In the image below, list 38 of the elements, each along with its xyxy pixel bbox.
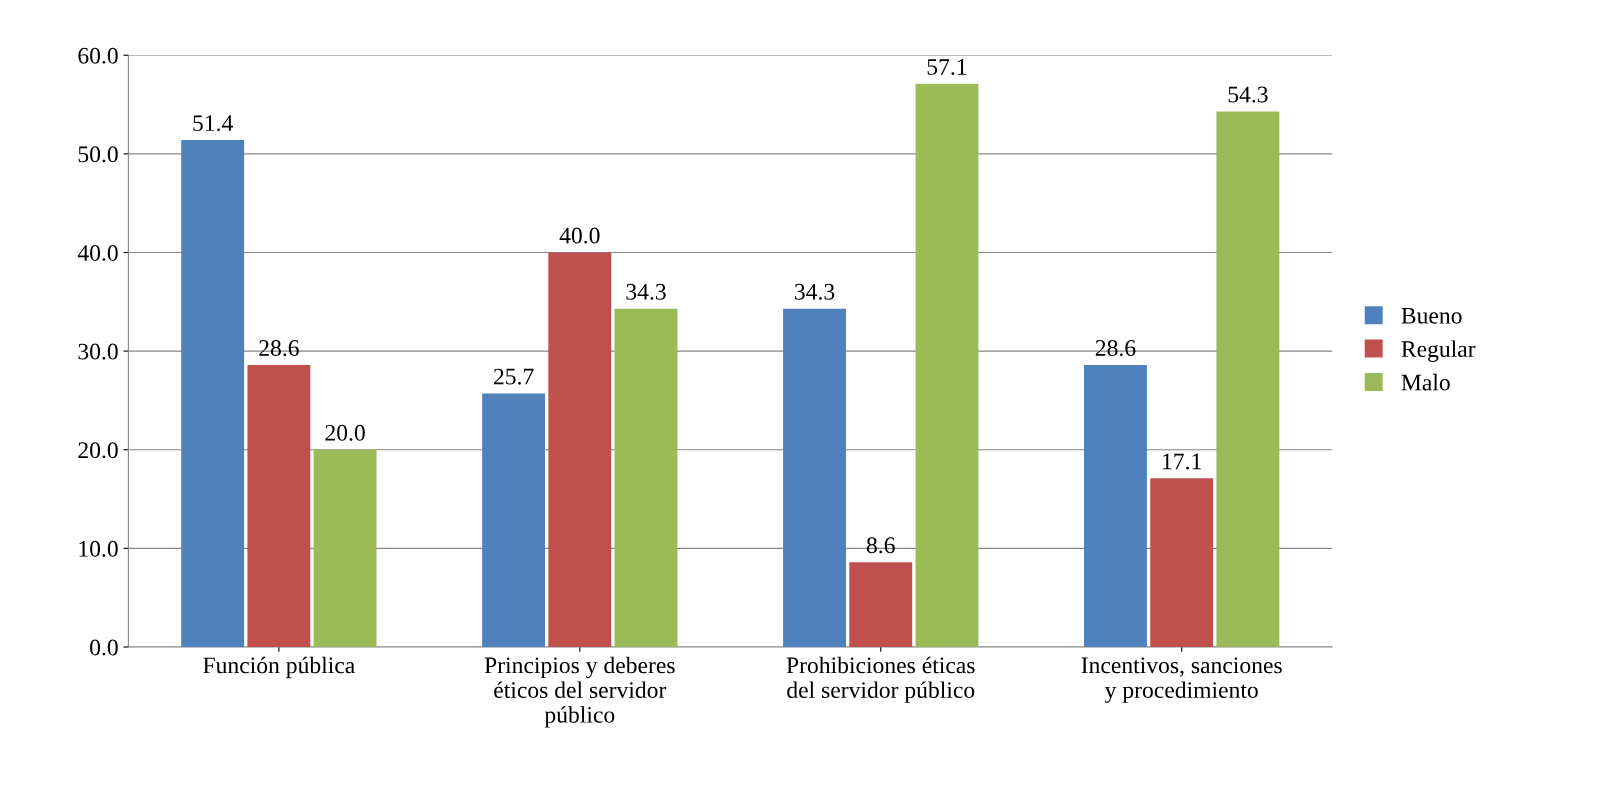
- data-label: 54.3: [1228, 86, 1268, 103]
- bar: [548, 252, 612, 647]
- bar: [1150, 478, 1214, 647]
- data-label: 17.1: [1163, 453, 1201, 470]
- bar: [313, 449, 377, 647]
- y-tick-label: 0.0: [90, 639, 118, 656]
- x-tick-label: Función pública: [203, 656, 355, 679]
- y-tick-label: 40.0: [77, 244, 118, 262]
- y-tick-label: 10.0: [79, 540, 118, 557]
- bar: [614, 308, 678, 647]
- data-label: 28.6: [259, 340, 299, 357]
- x-tick-label: Prohibiciones éticas del servidor público: [786, 656, 975, 703]
- data-label: 51.4: [193, 115, 233, 132]
- y-tick-label: 50.0: [78, 146, 118, 163]
- data-label: 8.6: [866, 537, 895, 554]
- legend-label: Regular: [1401, 340, 1476, 362]
- legend-label: Malo: [1401, 373, 1450, 391]
- legend-label: Bueno: [1401, 308, 1462, 324]
- bar: [1084, 364, 1147, 647]
- data-label: 20.0: [325, 424, 365, 441]
- x-tick-label: Principios y deberes éticos del servidor público: [484, 656, 675, 728]
- data-label: 34.3: [795, 283, 835, 300]
- bar: [915, 83, 979, 647]
- data-label: 25.7: [493, 368, 534, 385]
- bar: [247, 364, 311, 647]
- y-tick-label: 20.0: [78, 442, 118, 459]
- y-tick-label: 60.0: [78, 47, 118, 64]
- bar: [1216, 111, 1280, 647]
- data-label: 34.3: [626, 283, 666, 300]
- bar: [482, 393, 546, 647]
- y-tick-label: 30.0: [78, 343, 118, 360]
- data-label: 40.0: [559, 227, 600, 244]
- bar: [181, 140, 245, 647]
- data-label: 57.1: [927, 59, 967, 75]
- data-label: 28.6: [1095, 340, 1136, 357]
- bar: [849, 562, 913, 647]
- bar: [783, 308, 846, 647]
- x-tick-label: Incentivos, sanciones y procedimiento: [1081, 657, 1282, 703]
